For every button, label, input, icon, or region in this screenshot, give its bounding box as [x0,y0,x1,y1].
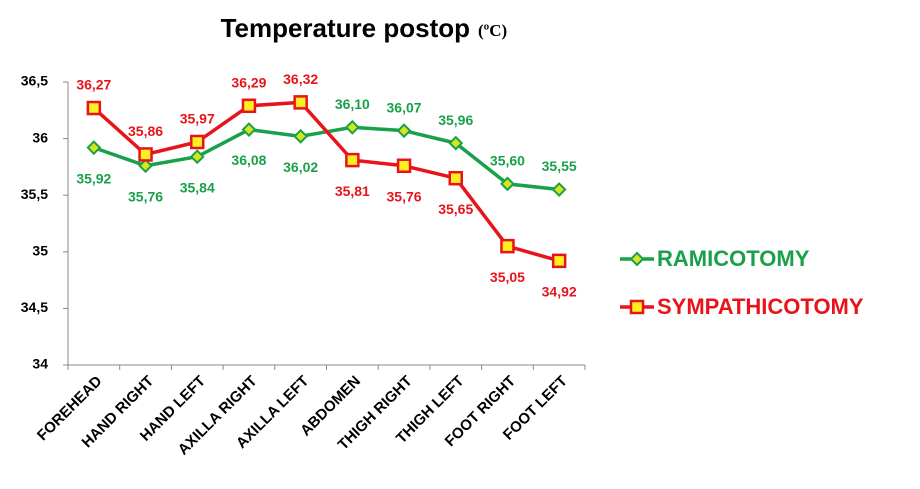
y-tick-label: 34,5 [21,299,48,315]
marker [189,149,205,165]
legend-label: SYMPATHICOTOMY [657,294,864,319]
data-label: 35,76 [387,188,422,204]
data-label: 35,97 [180,111,215,127]
data-label: 36,29 [231,74,266,90]
legend-marker [629,251,645,267]
marker [241,122,257,137]
marker [500,238,515,254]
data-label: 35,60 [490,153,525,169]
marker [345,152,360,168]
data-label: 35,96 [438,112,473,128]
y-tick-label: 35,5 [21,186,48,202]
data-label: 36,07 [387,99,422,115]
legend-label: RAMICOTOMY [657,246,810,271]
marker [396,123,412,139]
marker [86,100,102,116]
marker [396,158,412,174]
chart-title-unit: (ºC) [478,21,507,40]
marker [190,134,205,150]
data-label: 35,55 [542,158,577,174]
data-label: 35,92 [76,170,111,186]
data-label: 36,08 [231,152,266,168]
marker [86,140,102,156]
data-label: 36,02 [283,159,318,175]
data-label: 35,76 [128,188,163,204]
data-label: 35,65 [438,201,473,217]
marker [344,119,360,135]
marker [500,176,515,192]
y-tick-label: 34 [32,356,48,372]
y-tick-label: 36,5 [21,73,48,89]
data-label: 35,81 [335,183,370,199]
marker [448,170,463,186]
marker [241,98,257,114]
data-label: 36,32 [283,71,318,87]
data-label: 34,92 [542,284,577,300]
data-label: 36,27 [76,77,111,93]
series-line [92,100,560,263]
y-tick-label: 36 [32,129,48,145]
data-label: 35,05 [490,269,525,285]
data-label: 36,10 [335,96,370,112]
data-label: 35,86 [128,123,163,139]
marker [138,147,153,162]
marker [551,182,567,197]
marker [293,128,309,144]
legend-marker [629,299,645,315]
chart-title: Temperature postop [221,13,470,43]
data-label: 35,84 [180,179,215,195]
marker [448,135,464,151]
marker [293,95,308,110]
y-tick-label: 35 [32,243,48,259]
marker [138,158,153,174]
marker [551,253,567,269]
